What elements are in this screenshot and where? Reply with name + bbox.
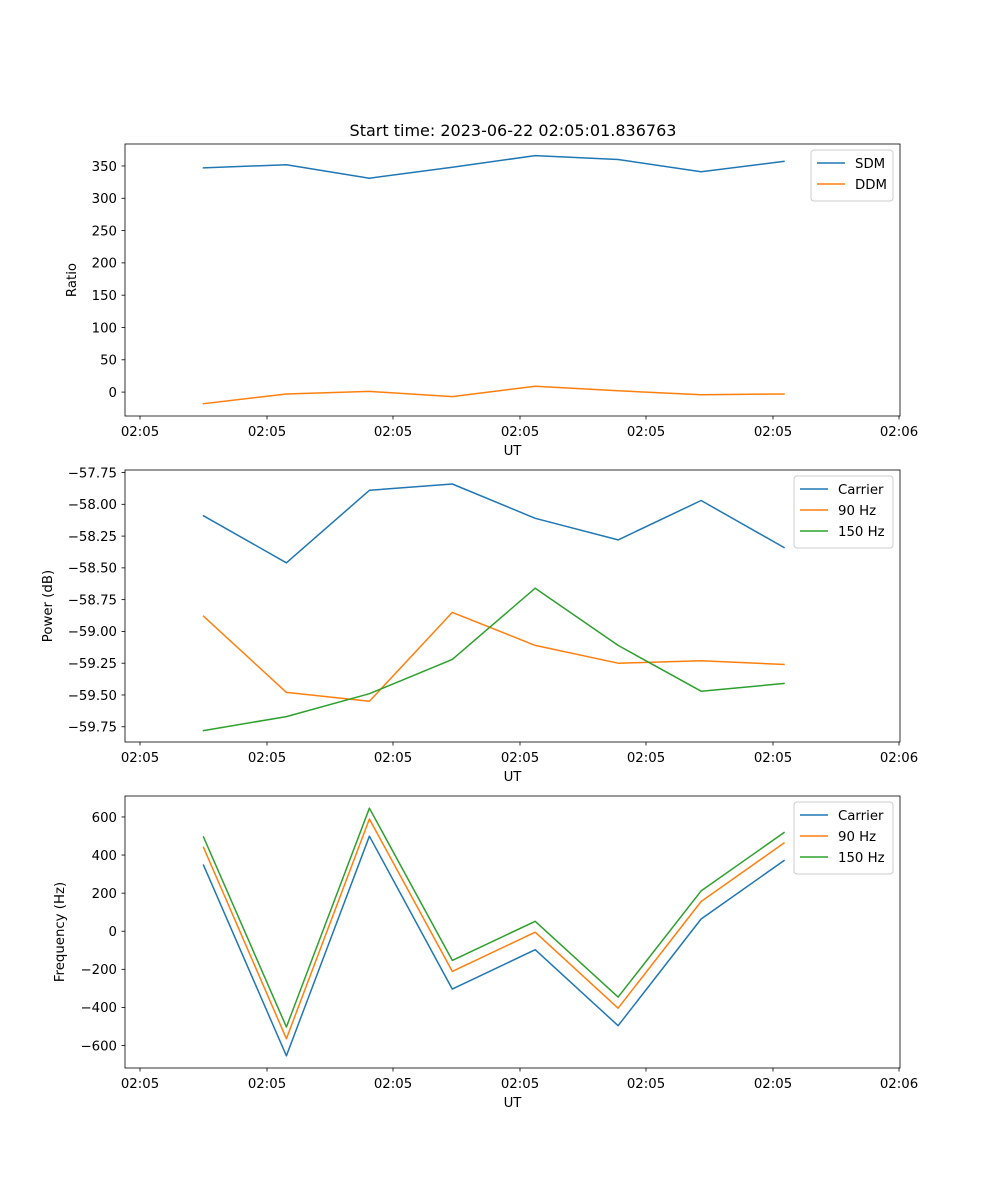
x-tick-label: 02:05 — [121, 751, 159, 766]
axes-frame — [124, 795, 901, 1069]
legend-label: 150 Hz — [838, 525, 885, 540]
y-axis-label: Ratio — [65, 263, 80, 297]
y-tick-label: −57.75 — [68, 466, 117, 481]
x-tick-label: 02:05 — [501, 751, 539, 766]
legend-label: Carrier — [838, 809, 884, 824]
x-axis-label: UT — [504, 1096, 523, 1111]
y-tick-label: 300 — [92, 192, 117, 207]
legend-label: 150 Hz — [838, 851, 885, 866]
y-tick-label: −200 — [80, 963, 117, 978]
y-tick-label: 0 — [109, 925, 117, 940]
x-tick-label: 02:05 — [248, 1077, 286, 1092]
y-tick-label: 0 — [109, 386, 117, 401]
series-line-150-hz — [202, 587, 785, 732]
y-tick-label: 100 — [92, 321, 117, 336]
series-line-carrier — [202, 835, 786, 1057]
series-line-90-hz — [202, 611, 785, 703]
chart-2: 02:05 02:05 02:05 02:05 02:05 02:05 02:06 −59.7… — [41, 466, 918, 785]
figure-title: Start time: 2023-06-22 02:05:01.836763 — [350, 121, 677, 140]
axes-frame — [124, 143, 901, 417]
x-tick-label: 02:05 — [121, 425, 159, 440]
y-tick-label: −58.75 — [68, 593, 117, 608]
chart-1: 02:05 02:05 02:05 02:05 02:05 02:05 02:06 0 50 10… — [65, 143, 918, 459]
x-tick-label: 02:05 — [627, 751, 665, 766]
series-line-sdm — [202, 154, 785, 179]
y-tick-label: −58.50 — [68, 562, 117, 577]
x-tick-label: 02:05 — [501, 425, 539, 440]
x-tick-label: 02:05 — [754, 1077, 792, 1092]
x-tick-label: 02:05 — [374, 751, 412, 766]
x-axis-label: UT — [504, 770, 523, 785]
y-tick-label: −59.00 — [68, 625, 117, 640]
x-tick-label: 02:05 — [501, 1077, 539, 1092]
legend: Carrier 90 Hz 150 Hz — [793, 801, 894, 875]
x-axis-label: UT — [504, 444, 523, 459]
x-tick-label: 02:06 — [880, 425, 918, 440]
y-tick-label: 350 — [92, 160, 117, 175]
x-tick-label: 02:05 — [754, 751, 792, 766]
y-tick-label: 200 — [92, 257, 117, 272]
y-tick-label: 50 — [100, 354, 117, 369]
y-tick-label: −58.00 — [68, 498, 117, 513]
series-line-150-hz — [202, 807, 786, 1028]
legend-label: 90 Hz — [838, 830, 876, 845]
y-tick-label: 200 — [92, 887, 117, 902]
legend: SDM DDM — [810, 149, 894, 202]
y-tick-label: 400 — [92, 849, 117, 864]
series-line-90-hz — [202, 818, 786, 1040]
y-tick-label: −400 — [80, 1001, 117, 1016]
legend-label: SDM — [855, 157, 885, 172]
legend-box — [793, 475, 894, 549]
x-tick-label: 02:05 — [627, 425, 665, 440]
x-tick-label: 02:06 — [880, 1077, 918, 1092]
y-tick-label: 600 — [92, 811, 117, 826]
y-tick-label: 250 — [92, 224, 117, 239]
chart-3: 02:05 02:05 02:05 02:05 02:05 02:05 02:06 −600 −… — [53, 795, 918, 1111]
y-tick-label: 150 — [92, 289, 117, 304]
y-tick-label: −59.75 — [68, 721, 117, 736]
x-tick-label: 02:05 — [627, 1077, 665, 1092]
x-tick-label: 02:05 — [374, 425, 412, 440]
legend-label: 90 Hz — [838, 504, 876, 519]
x-tick-label: 02:05 — [248, 751, 286, 766]
x-tick-label: 02:05 — [121, 1077, 159, 1092]
y-tick-label: −59.50 — [68, 689, 117, 704]
x-tick-label: 02:05 — [754, 425, 792, 440]
y-tick-label: −59.25 — [68, 657, 117, 672]
legend-label: DDM — [855, 178, 887, 193]
axes-frame — [124, 469, 901, 743]
y-axis-label: Power (dB) — [41, 570, 56, 642]
series-line-carrier — [202, 483, 786, 564]
legend: Carrier 90 Hz 150 Hz — [793, 475, 894, 549]
x-tick-label: 02:05 — [374, 1077, 412, 1092]
y-axis-label: Frequency (Hz) — [53, 882, 68, 982]
series-line-ddm — [202, 385, 785, 405]
legend-box — [793, 801, 894, 875]
x-tick-label: 02:05 — [248, 425, 286, 440]
legend-label: Carrier — [838, 483, 884, 498]
x-tick-label: 02:06 — [880, 751, 918, 766]
y-tick-label: −600 — [80, 1039, 117, 1054]
y-tick-label: −58.25 — [68, 530, 117, 545]
